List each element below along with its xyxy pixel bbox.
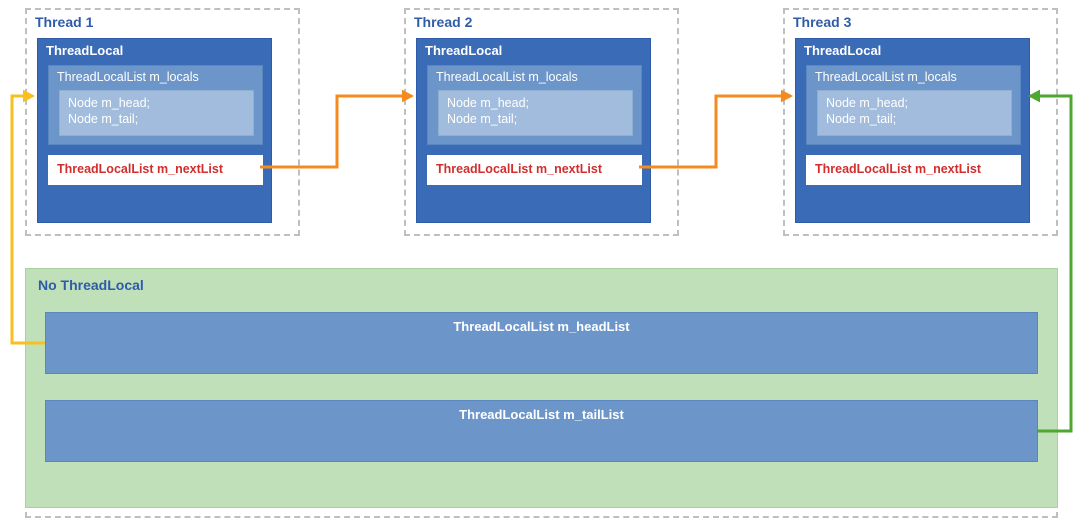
threadlocallist-label: ThreadLocalList m_locals	[57, 70, 199, 84]
thread-title-3: Thread 3	[793, 14, 851, 30]
threadlocal-label: ThreadLocal	[425, 43, 502, 58]
threadlocal-label: ThreadLocal	[46, 43, 123, 58]
threadlocal-outer: ThreadLocal ThreadLocalList m_locals Node …	[416, 38, 651, 223]
threadlocallist-label: ThreadLocalList m_locals	[436, 70, 578, 84]
nextlist-label: ThreadLocalList m_nextList	[436, 162, 602, 176]
node-head-tail: Node m_head;Node m_tail;	[438, 90, 633, 136]
thread-box-1: Thread 1 ThreadLocal ThreadLocalList m_loc…	[25, 8, 300, 236]
diagram-canvas: Thread 1 ThreadLocal ThreadLocalList m_loc…	[0, 0, 1083, 523]
no-threadlocal-label: No ThreadLocal	[38, 277, 144, 293]
threadlocal-outer: ThreadLocal ThreadLocalList m_locals Node …	[795, 38, 1030, 223]
threadlocal-label: ThreadLocal	[804, 43, 881, 58]
thread-title-2: Thread 2	[414, 14, 472, 30]
threadlocallist-label: ThreadLocalList m_locals	[815, 70, 957, 84]
bar-label: ThreadLocalList m_headList	[46, 313, 1037, 334]
threadlocallist-nextlist: ThreadLocalList m_nextList	[806, 155, 1021, 185]
nextlist-label: ThreadLocalList m_nextList	[57, 162, 223, 176]
threadlocal-outer: ThreadLocal ThreadLocalList m_locals Node …	[37, 38, 272, 223]
thread-box-3: Thread 3 ThreadLocal ThreadLocalList m_loc…	[783, 8, 1058, 236]
threadlocallist-locals: ThreadLocalList m_locals Node m_head;Node…	[806, 65, 1021, 145]
threadlocallist-taillist: ThreadLocalList m_tailList	[45, 400, 1038, 462]
node-text: Node m_head;Node m_tail;	[68, 95, 150, 128]
threadlocallist-locals: ThreadLocalList m_locals Node m_head;Node…	[48, 65, 263, 145]
node-text: Node m_head;Node m_tail;	[447, 95, 529, 128]
threadlocallist-nextlist: ThreadLocalList m_nextList	[48, 155, 263, 185]
threadlocallist-locals: ThreadLocalList m_locals Node m_head;Node…	[427, 65, 642, 145]
node-head-tail: Node m_head;Node m_tail;	[817, 90, 1012, 136]
thread-title-1: Thread 1	[35, 14, 93, 30]
threadlocallist-nextlist: ThreadLocalList m_nextList	[427, 155, 642, 185]
threadlocallist-headlist: ThreadLocalList m_headList	[45, 312, 1038, 374]
bar-label: ThreadLocalList m_tailList	[46, 401, 1037, 422]
node-head-tail: Node m_head;Node m_tail;	[59, 90, 254, 136]
thread-box-2: Thread 2 ThreadLocal ThreadLocalList m_loc…	[404, 8, 679, 236]
node-text: Node m_head;Node m_tail;	[826, 95, 908, 128]
nextlist-label: ThreadLocalList m_nextList	[815, 162, 981, 176]
no-threadlocal-region: No ThreadLocal	[25, 268, 1058, 508]
